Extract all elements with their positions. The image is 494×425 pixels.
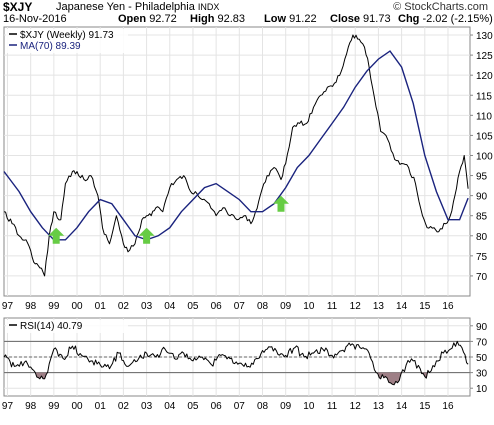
close-value: 91.73 bbox=[363, 13, 391, 25]
chart-header: $XJY Japanese Yen - Philadelphia INDX © … bbox=[0, 0, 494, 26]
rsi-x-tick-label: 02 bbox=[118, 401, 130, 412]
price-legend-bg bbox=[6, 29, 128, 53]
price-y-tick-label: 75 bbox=[476, 252, 488, 263]
price-x-tick-label: 11 bbox=[327, 301, 338, 312]
arrow-shape bbox=[48, 227, 65, 244]
price-y-tick-label: 100 bbox=[476, 151, 493, 162]
price-y-tick-label: 80 bbox=[476, 232, 488, 243]
price-x-tick-label: 98 bbox=[25, 301, 37, 312]
open-value: 92.72 bbox=[149, 13, 177, 25]
rsi-x-tick-label: 15 bbox=[419, 401, 431, 412]
rsi-x-tick-label: 09 bbox=[280, 401, 292, 412]
high-value: 92.83 bbox=[217, 13, 246, 25]
price-x-tick-label: 00 bbox=[71, 301, 83, 312]
price-line bbox=[3, 34, 469, 277]
rsi-legend-entry: RSI(14) 40.79 bbox=[20, 321, 83, 332]
price-y-tick-label: 90 bbox=[476, 192, 488, 203]
rsi-y-tick-label: 50 bbox=[476, 353, 488, 364]
rsi-x-tick-label: 08 bbox=[257, 401, 269, 412]
low-quote: Low 91.22 bbox=[264, 14, 317, 25]
green-up-arrow-icon bbox=[138, 227, 155, 244]
rsi-y-tick-label: 10 bbox=[476, 384, 488, 395]
price-x-tick-label: 13 bbox=[373, 301, 385, 312]
price-x-tick-label: 09 bbox=[280, 301, 292, 312]
price-x-tick-label: 02 bbox=[118, 301, 130, 312]
symbol: $XJY bbox=[3, 0, 33, 14]
green-up-arrow-icon bbox=[48, 227, 65, 244]
change-quote: Chg -2.02 (-2.15%) ▼ bbox=[398, 14, 494, 25]
price-x-tick-label: 10 bbox=[303, 301, 315, 312]
security-title: Japanese Yen - Philadelphia bbox=[56, 1, 195, 13]
price-y-tick-label: 110 bbox=[476, 111, 492, 122]
close-quote: Close 91.73 bbox=[330, 14, 391, 25]
rsi-x-tick-label: 06 bbox=[211, 401, 223, 412]
stockcharts-logo[interactable]: © StockCharts.com bbox=[393, 1, 488, 13]
price-x-tick-label: 08 bbox=[257, 301, 269, 312]
price-x-tick-label: 97 bbox=[2, 301, 14, 312]
price-x-tick-label: 15 bbox=[419, 301, 431, 312]
low-label: Low bbox=[264, 13, 286, 25]
price-x-tick-label: 01 bbox=[95, 301, 107, 312]
chg-value: -2.02 (-2.15%) bbox=[422, 13, 493, 25]
low-value: 91.22 bbox=[289, 13, 317, 25]
price-y-tick-label: 115 bbox=[476, 91, 492, 102]
price-x-tick-label: 12 bbox=[350, 301, 362, 312]
rsi-y-tick-label: 90 bbox=[476, 322, 488, 333]
rsi-x-tick-label: 99 bbox=[48, 401, 60, 412]
price-legend-entry: $XJY (Weekly) 91.73 bbox=[20, 30, 114, 41]
price-y-tick-label: 105 bbox=[476, 131, 493, 142]
price-y-tick-label: 85 bbox=[476, 212, 488, 223]
rsi-x-tick-label: 16 bbox=[442, 401, 454, 412]
rsi-x-tick-label: 11 bbox=[327, 401, 338, 412]
price-x-tick-label: 06 bbox=[211, 301, 223, 312]
rsi-x-tick-label: 12 bbox=[350, 401, 362, 412]
rsi-x-tick-label: 10 bbox=[303, 401, 315, 412]
close-label: Close bbox=[330, 13, 360, 25]
arrow-shape bbox=[138, 227, 155, 244]
rsi-y-tick-label: 30 bbox=[476, 369, 488, 380]
quote-date: 16-Nov-2016 bbox=[3, 13, 67, 25]
rsi-x-tick-label: 01 bbox=[95, 401, 107, 412]
moving-average-line bbox=[3, 50, 469, 241]
price-y-tick-label: 125 bbox=[476, 51, 493, 62]
high-label: High bbox=[190, 13, 215, 25]
rsi-x-tick-label: 97 bbox=[2, 401, 14, 412]
price-y-tick-label: 120 bbox=[476, 71, 493, 82]
price-x-tick-label: 05 bbox=[187, 301, 199, 312]
price-x-tick-label: 03 bbox=[141, 301, 153, 312]
rsi-x-tick-label: 05 bbox=[187, 401, 199, 412]
rsi-x-tick-label: 04 bbox=[164, 401, 176, 412]
rsi-line bbox=[3, 340, 469, 386]
price-y-tick-label: 70 bbox=[476, 272, 488, 283]
rsi-x-tick-label: 00 bbox=[71, 401, 83, 412]
price-x-tick-label: 99 bbox=[48, 301, 60, 312]
green-up-arrow-icon bbox=[273, 195, 289, 212]
price-x-tick-label: 14 bbox=[396, 301, 408, 312]
rsi-x-tick-label: 14 bbox=[396, 401, 408, 412]
rsi-x-tick-label: 98 bbox=[25, 401, 37, 412]
open-label: Open bbox=[118, 13, 147, 25]
price-x-tick-label: 07 bbox=[234, 301, 246, 312]
price-x-tick-label: 04 bbox=[164, 301, 176, 312]
open-quote: Open 92.72 bbox=[118, 14, 177, 25]
high-quote: High 92.83 bbox=[190, 14, 245, 25]
rsi-x-tick-label: 13 bbox=[373, 401, 385, 412]
price-plot-frame bbox=[3, 26, 471, 297]
security-name: Japanese Yen - Philadelphia INDX bbox=[56, 2, 219, 13]
arrow-shape bbox=[273, 195, 289, 212]
exchange-label: INDX bbox=[197, 2, 220, 12]
price-legend-entry: MA(70) 89.39 bbox=[20, 41, 81, 52]
chg-label: Chg bbox=[398, 13, 420, 25]
rsi-x-tick-label: 07 bbox=[234, 401, 246, 412]
price-y-tick-label: 130 bbox=[476, 31, 493, 42]
price-x-tick-label: 16 bbox=[442, 301, 454, 312]
rsi-x-tick-label: 03 bbox=[141, 401, 153, 412]
rsi-y-tick-label: 70 bbox=[476, 337, 488, 348]
price-y-tick-label: 95 bbox=[476, 172, 488, 183]
rsi-legend-bg bbox=[6, 320, 128, 333]
